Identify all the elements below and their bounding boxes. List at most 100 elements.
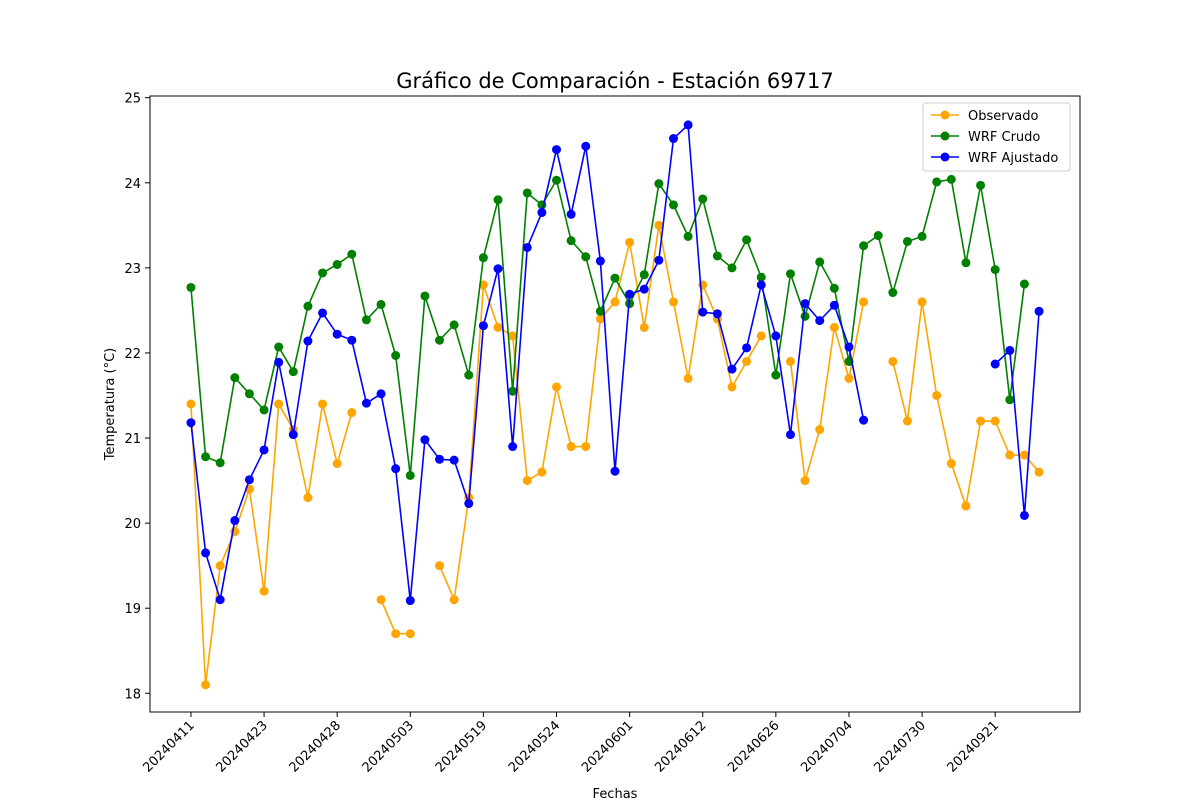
data-point [771, 331, 781, 341]
data-point [259, 445, 269, 455]
data-point [668, 134, 678, 144]
data-point [961, 501, 971, 511]
data-point [683, 231, 693, 241]
series-line [892, 301, 1040, 507]
data-point [478, 321, 488, 331]
data-point [917, 297, 927, 307]
data-point [552, 145, 562, 155]
x-tick-label: 20240503 [360, 718, 417, 775]
data-point [186, 399, 196, 409]
data-point [537, 208, 547, 218]
data-point [712, 251, 722, 261]
data-point [244, 389, 254, 399]
data-point [902, 236, 912, 246]
data-point [552, 175, 562, 185]
data-point [318, 399, 328, 409]
data-point [800, 311, 810, 321]
legend: Observado WRF Crudo WRF Ajustado [922, 102, 1071, 172]
data-point [785, 269, 795, 279]
data-point [347, 408, 357, 418]
data-point [581, 141, 591, 151]
legend-item: WRF Ajustado [931, 151, 1058, 166]
y-axis: 18 19 20 21 22 23 24 25 [124, 92, 150, 702]
data-point [347, 249, 357, 259]
data-point [595, 314, 605, 324]
x-tick-label: 20240601 [579, 718, 636, 775]
data-point [683, 120, 693, 130]
data-point [566, 209, 576, 219]
x-tick-label: 20240519 [433, 718, 490, 775]
x-tick-label: 20240704 [798, 718, 855, 775]
data-point [742, 356, 752, 366]
data-point [654, 255, 664, 265]
data-point [230, 373, 240, 383]
data-point [1019, 510, 1029, 520]
legend-marker [940, 110, 950, 120]
x-tick-label: 20240921 [945, 718, 1002, 775]
legend-box [922, 102, 1071, 172]
data-point [566, 236, 576, 246]
data-point [756, 331, 766, 341]
series-wrf-ajustado [186, 120, 1044, 606]
data-point [829, 322, 839, 332]
data-point [756, 272, 766, 282]
data-point [727, 382, 737, 392]
data-point [405, 596, 415, 606]
data-point [303, 336, 313, 346]
legend-item: WRF Crudo [931, 130, 1040, 145]
data-point [376, 389, 386, 399]
data-point [844, 342, 854, 352]
data-point [581, 442, 591, 452]
data-point [361, 315, 371, 325]
data-point [522, 188, 532, 198]
data-point [201, 452, 211, 462]
data-point [712, 309, 722, 319]
y-axis-label: Temperatura (°C) [103, 348, 118, 461]
data-point [1005, 450, 1015, 460]
legend-item: Observado [931, 109, 1039, 124]
data-point [698, 194, 708, 204]
series-line [994, 311, 1040, 517]
legend-label: Observado [968, 109, 1039, 124]
data-point [815, 316, 825, 326]
data-point [610, 297, 620, 307]
data-point [888, 356, 898, 366]
data-point [347, 335, 357, 345]
x-tick-label: 20240626 [725, 718, 782, 775]
legend-label: WRF Ajustado [968, 151, 1058, 166]
data-point [1005, 395, 1015, 405]
x-tick-label: 20240730 [872, 718, 929, 775]
data-point [215, 458, 225, 468]
data-point [785, 430, 795, 440]
data-point [859, 297, 869, 307]
data-point [420, 291, 430, 301]
data-point [464, 370, 474, 380]
data-point [610, 466, 620, 476]
data-point [639, 322, 649, 332]
data-point [961, 258, 971, 268]
data-point [668, 200, 678, 210]
data-point [990, 359, 1000, 369]
x-tick-label: 20240524 [506, 718, 563, 775]
data-point [976, 416, 986, 426]
y-tick-label: 21 [124, 432, 141, 447]
data-point [844, 373, 854, 383]
data-point [537, 467, 547, 477]
data-point [654, 220, 664, 230]
data-point [552, 382, 562, 392]
data-point [581, 252, 591, 262]
data-point [946, 174, 956, 184]
data-point [318, 308, 328, 318]
data-point [902, 416, 912, 426]
legend-marker [940, 131, 950, 141]
data-point [698, 307, 708, 317]
data-point [215, 561, 225, 571]
series-wrf-crudo [186, 174, 1029, 480]
data-point [625, 289, 635, 299]
data-point [274, 399, 284, 409]
data-point [654, 179, 664, 189]
data-point [288, 367, 298, 377]
y-tick-label: 24 [124, 177, 141, 192]
